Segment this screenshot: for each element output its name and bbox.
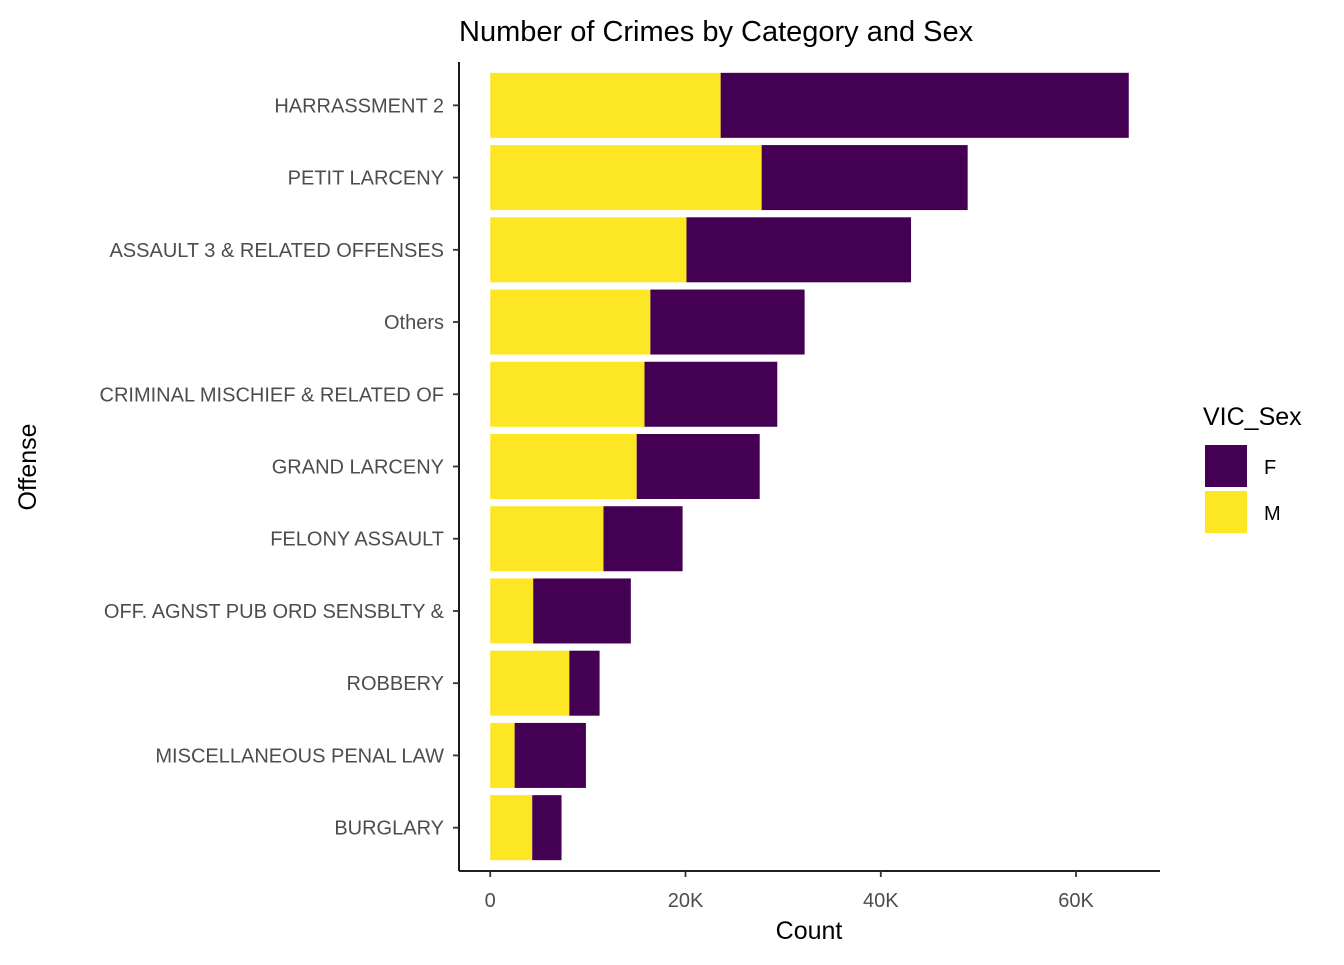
y-tick-label: OFF. AGNST PUB ORD SENSBLTY &	[104, 601, 445, 623]
y-tick-label: MISCELLANEOUS PENAL LAW	[155, 745, 444, 767]
bar-m-6	[490, 433, 637, 500]
bar-f-7	[603, 506, 683, 572]
bar-m-9	[490, 650, 570, 716]
x-ticks-layer: 0 20K 40K 60K	[485, 871, 1094, 912]
y-tick-label: GRAND LARCENY	[272, 457, 444, 479]
bar-f-9	[569, 650, 600, 716]
bar-m-5	[490, 361, 645, 427]
legend-title: VIC_Sex	[1203, 403, 1302, 431]
bar-f-5	[644, 361, 778, 427]
bar-m-1	[490, 72, 721, 138]
bar-m-8	[490, 578, 534, 644]
y-tick-label: Others	[384, 312, 444, 334]
bar-m-3	[490, 217, 687, 283]
y-tick-label: HARRASSMENT 2	[274, 95, 444, 117]
y-tick-label: ASSAULT 3 & RELATED OFFENSES	[109, 240, 444, 262]
bar-f-4	[650, 289, 805, 355]
y-tick-label: FELONY ASSAULT	[270, 529, 444, 551]
x-tick-label: 40K	[863, 890, 899, 912]
bar-m-4	[490, 289, 651, 355]
bars-layer	[490, 72, 1129, 861]
legend: VIC_Sex FM	[1203, 403, 1302, 533]
bar-m-10	[490, 722, 515, 788]
bar-m-11	[490, 795, 533, 861]
y-tick-label: CRIMINAL MISCHIEF & RELATED OF	[100, 384, 444, 406]
x-tick-label: 60K	[1058, 890, 1094, 912]
y-tick-label: BURGLARY	[334, 818, 444, 840]
legend-label-f: F	[1264, 457, 1276, 479]
y-tick-label: ROBBERY	[347, 673, 444, 695]
bar-f-8	[533, 578, 631, 644]
bar-m-2	[490, 145, 762, 211]
y-ticks-layer: HARRASSMENT 2 PETIT LARCENY ASSAULT 3 & RE…	[100, 95, 459, 840]
bar-f-6	[636, 433, 760, 500]
legend-swatch-f	[1205, 445, 1247, 487]
legend-label-m: M	[1264, 503, 1281, 525]
y-axis-title: Offense	[14, 423, 42, 510]
bar-m-7	[490, 506, 604, 572]
bar-f-11	[532, 795, 562, 861]
legend-swatch-m	[1205, 491, 1247, 533]
bar-f-3	[686, 217, 912, 283]
bar-f-10	[514, 722, 586, 788]
chart-title: Number of Crimes by Category and Sex	[459, 16, 974, 48]
legend-entries: FM	[1205, 445, 1281, 533]
bar-f-2	[761, 145, 968, 211]
x-tick-label: 0	[485, 890, 496, 912]
x-tick-label: 20K	[668, 890, 704, 912]
y-tick-label: PETIT LARCENY	[288, 168, 444, 190]
x-axis-title: Count	[776, 917, 843, 945]
bar-f-1	[720, 72, 1129, 138]
